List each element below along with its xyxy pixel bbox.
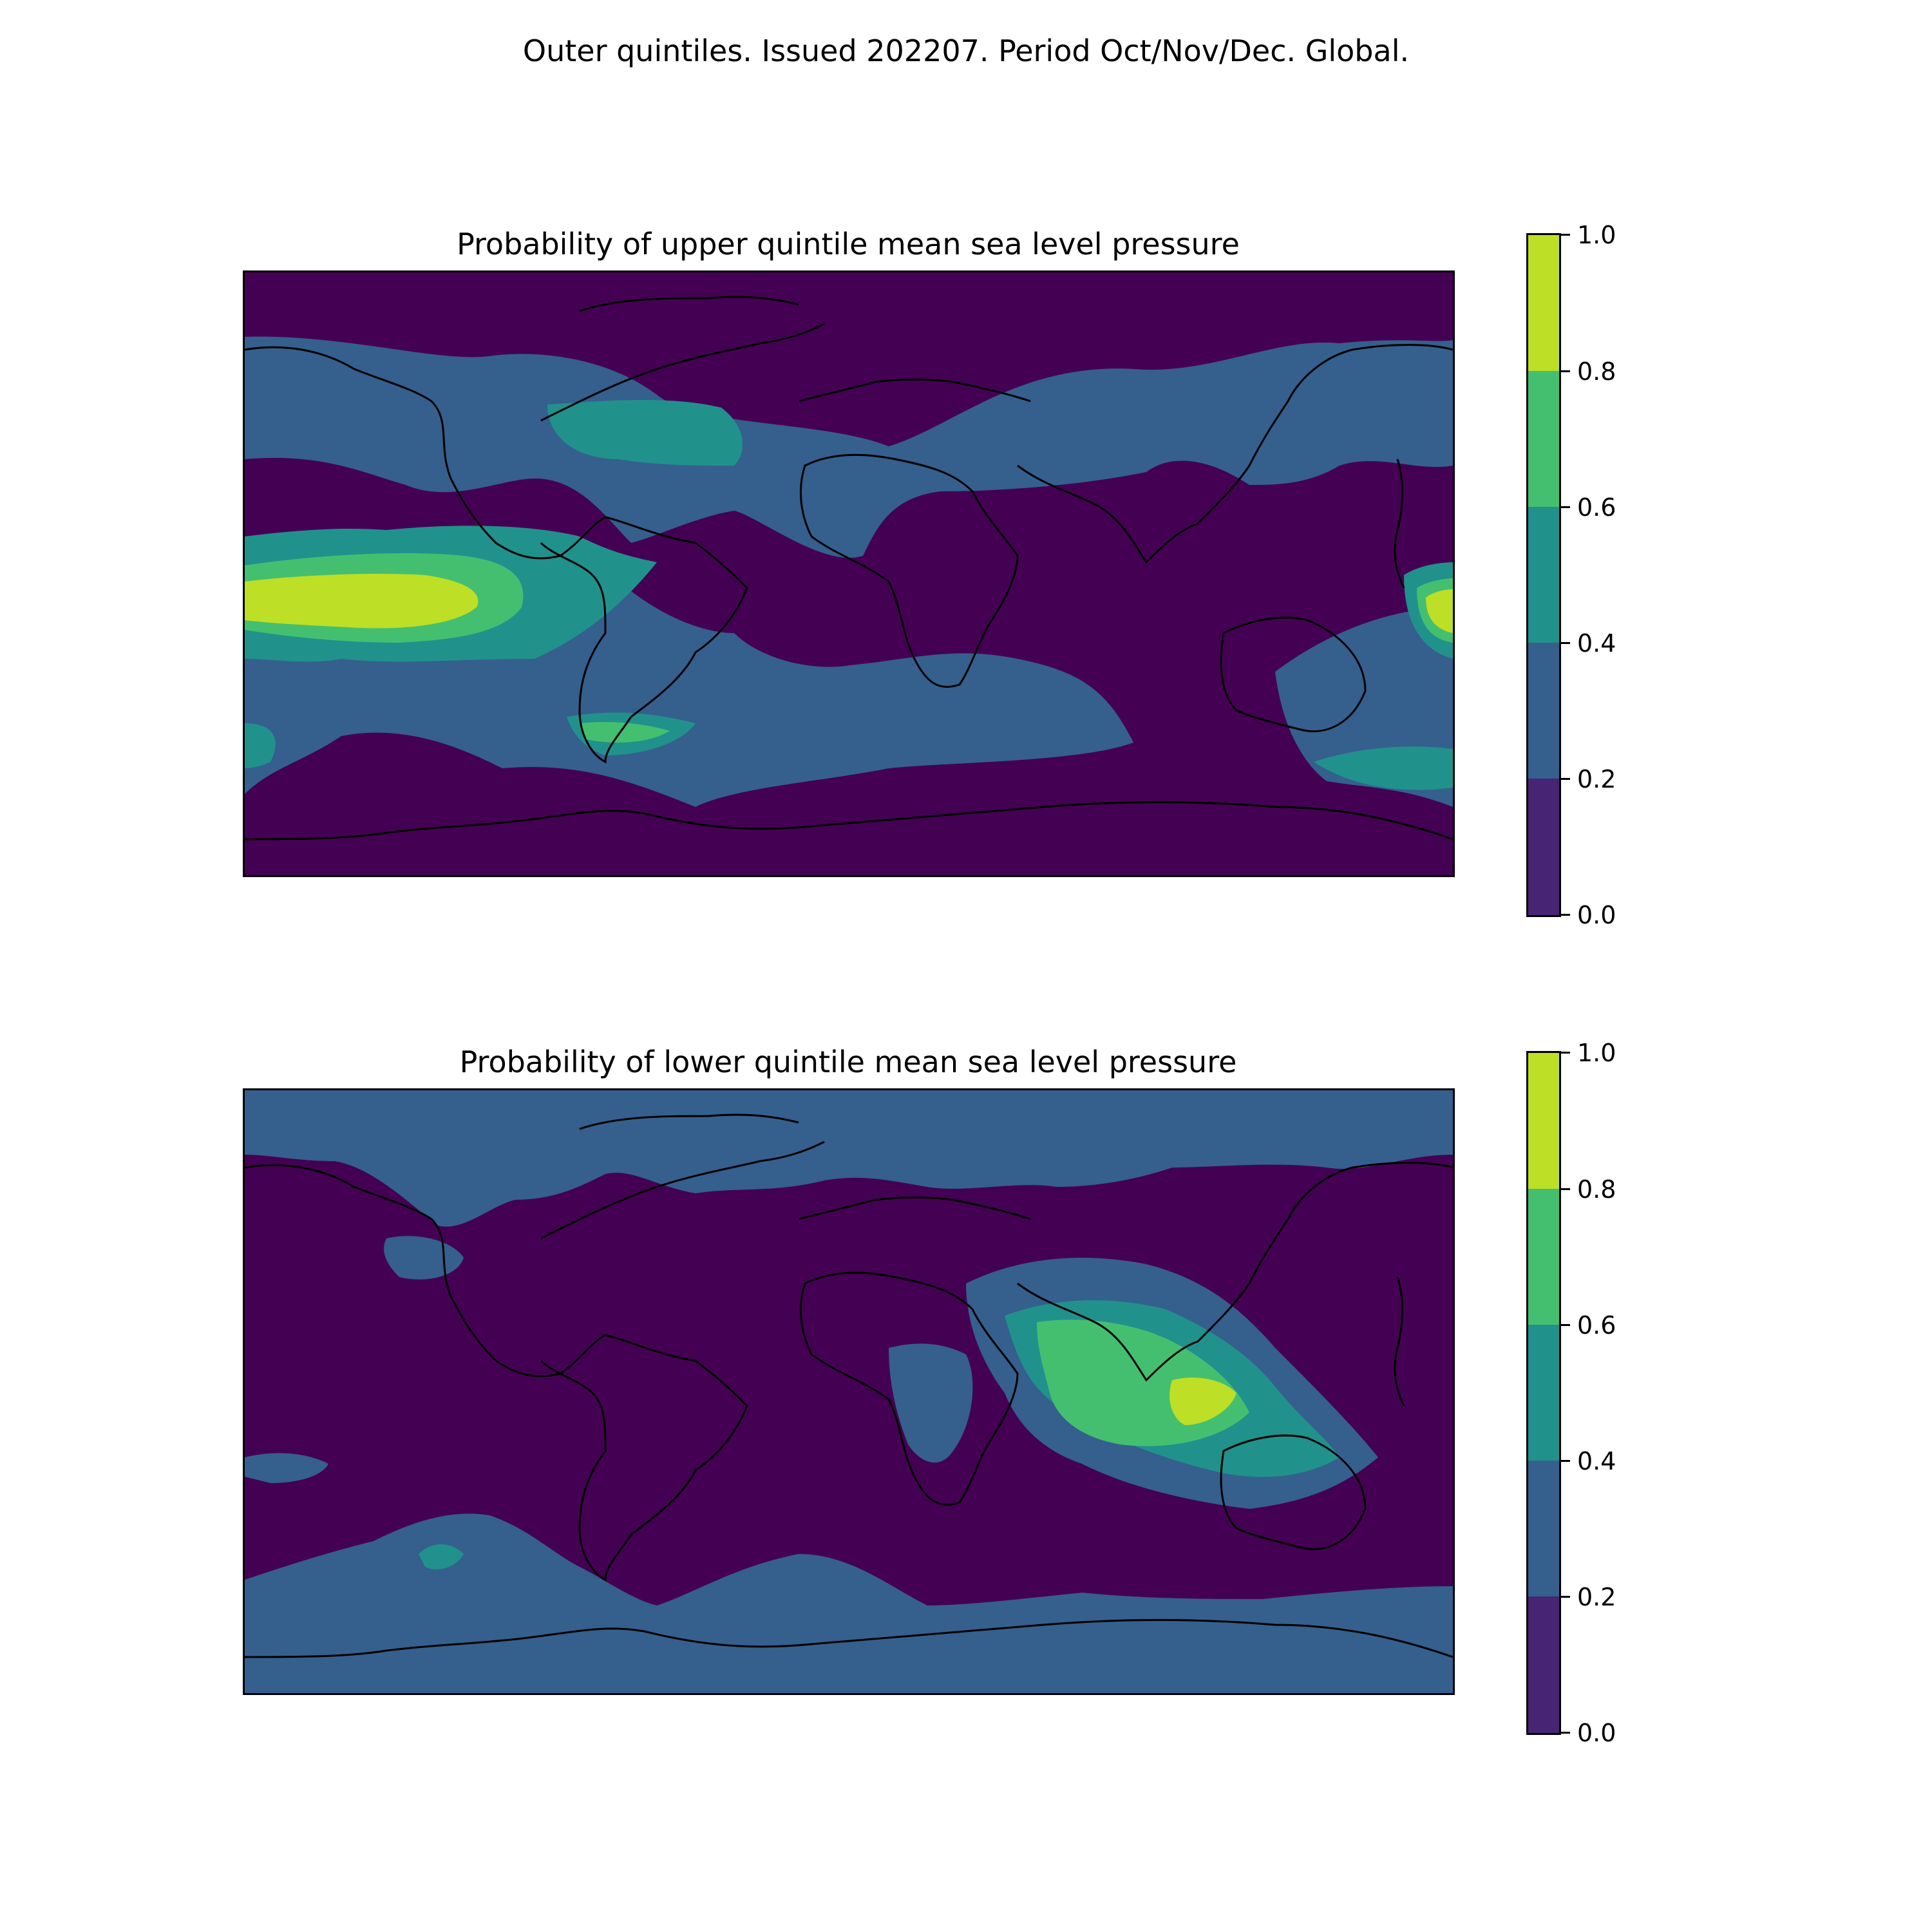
colorbar-tick-label: 0.0 bbox=[1577, 901, 1616, 929]
contour-lower-0.8 bbox=[1170, 1378, 1236, 1425]
contour-upper-0.4-swp bbox=[1314, 746, 1453, 790]
colorbar-tick-label: 0.4 bbox=[1577, 629, 1616, 658]
coastlines-upper bbox=[245, 296, 1453, 840]
colorbar-tick-label: 0.2 bbox=[1577, 765, 1616, 793]
colorbar-band-0 bbox=[1528, 1596, 1559, 1733]
colorbar-band-4 bbox=[1528, 235, 1559, 371]
colorbar-tick bbox=[1561, 370, 1570, 372]
colorbar-tick bbox=[1561, 1324, 1570, 1326]
colorbar-tick-label: 0.6 bbox=[1577, 493, 1616, 522]
contour-upper-0.4-natl bbox=[547, 400, 743, 466]
colorbar-tick-label: 0.2 bbox=[1577, 1583, 1616, 1611]
colorbar-tick-label: 0.8 bbox=[1577, 357, 1616, 386]
colorbar-tick bbox=[1561, 1188, 1570, 1190]
panel-lower-title: Probability of lower quintile mean sea l… bbox=[459, 1045, 1237, 1079]
colorbar-band-3 bbox=[1528, 371, 1559, 507]
map-lower-svg bbox=[245, 1090, 1453, 1693]
colorbar-band-4 bbox=[1528, 1053, 1559, 1189]
colorbar-band-2 bbox=[1528, 507, 1559, 643]
colorbar-tick bbox=[1561, 1596, 1570, 1598]
colorbar-tick-label: 1.0 bbox=[1577, 1039, 1616, 1067]
colorbar-tick bbox=[1561, 1732, 1570, 1734]
colorbar-upper: 0.0 0.2 0.4 0.6 0.8 1.0 bbox=[1526, 223, 1616, 927]
colorbar-tick bbox=[1561, 1460, 1570, 1462]
contour-lower-0.2-afr bbox=[889, 1343, 973, 1463]
colorbar-band-1 bbox=[1528, 1461, 1559, 1596]
map-upper-svg bbox=[245, 296, 1453, 840]
contour-upper-0.2 bbox=[245, 336, 1453, 558]
colorbar-tick-label: 0.0 bbox=[1577, 1719, 1616, 1747]
colorbar-lower: 0.0 0.2 0.4 0.6 0.8 1.0 bbox=[1526, 1041, 1616, 1745]
colorbar-tick bbox=[1561, 1052, 1570, 1054]
figure-title: Outer quintiles. Issued 202207. Period O… bbox=[522, 33, 1410, 68]
colorbar-tick-label: 0.6 bbox=[1577, 1311, 1616, 1340]
contour-lower-0.2-south bbox=[245, 1513, 1453, 1693]
contour-upper-0.8-wp bbox=[1426, 589, 1453, 633]
colorbar-tick bbox=[1561, 914, 1570, 916]
colorbar-tick bbox=[1561, 234, 1570, 236]
contour-upper-0.8 bbox=[245, 574, 478, 629]
map-lower-quintile bbox=[243, 1088, 1455, 1695]
colorbar-tick-label: 0.8 bbox=[1577, 1175, 1616, 1204]
contour-upper-0.4-sp bbox=[245, 723, 276, 768]
colorbar-band-2 bbox=[1528, 1325, 1559, 1461]
colorbar-band-0 bbox=[1528, 779, 1559, 915]
contour-upper-0.6-satl bbox=[580, 722, 670, 743]
colorbar-band-3 bbox=[1528, 1189, 1559, 1325]
colorbar-tick bbox=[1561, 778, 1570, 780]
contour-lower-0.4-sp bbox=[419, 1544, 464, 1569]
colorbar-tick bbox=[1561, 506, 1570, 508]
colorbar-tick-label: 1.0 bbox=[1577, 221, 1616, 249]
contour-lower-0.2-pac bbox=[384, 1236, 464, 1280]
coastlines-lower bbox=[245, 1113, 1453, 1658]
colorbar-tick bbox=[1561, 642, 1570, 644]
panel-upper-title: Probability of upper quintile mean sea l… bbox=[457, 227, 1240, 261]
map-upper-quintile bbox=[243, 270, 1455, 877]
colorbar-tick-label: 0.4 bbox=[1577, 1447, 1616, 1475]
contour-lower-0.2-eq bbox=[245, 1453, 328, 1483]
contour-lower-0.2-north bbox=[245, 1090, 1453, 1227]
colorbar-band-1 bbox=[1528, 643, 1559, 779]
